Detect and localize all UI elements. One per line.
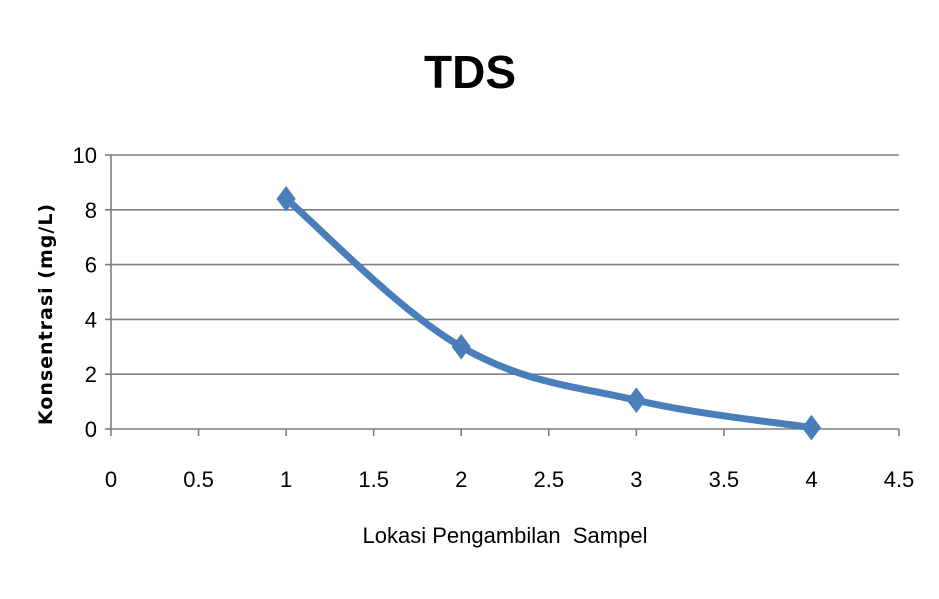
x-tick-label: 2.5 — [533, 467, 564, 492]
x-tick-label: 4 — [805, 467, 817, 492]
x-tick-label: 3 — [630, 467, 642, 492]
data-point-marker — [626, 387, 646, 414]
chart-title: TDS — [424, 46, 516, 98]
y-tick-label: 4 — [85, 307, 97, 332]
x-tick-label: 1 — [280, 467, 292, 492]
series-line — [282, 195, 815, 432]
data-point-marker — [451, 333, 471, 360]
y-tick-label: 2 — [85, 362, 97, 387]
data-point-marker — [801, 414, 822, 441]
gridlines — [111, 154, 899, 376]
x-tick-label: 0 — [105, 467, 117, 492]
x-tick-label: 0.5 — [183, 467, 214, 492]
x-tick-label: 4.5 — [884, 467, 915, 492]
y-tick-label: 6 — [85, 253, 97, 278]
y-axis-title: Konsentrasi (mg/L) — [35, 203, 57, 425]
axes — [105, 154, 900, 436]
y-tick-labels: 0 2 4 6 8 10 — [73, 143, 97, 442]
y-tick-label: 10 — [73, 143, 97, 168]
x-tick-label: 2 — [455, 467, 467, 492]
x-tick-labels: 0 0.5 1 1.5 2 2.5 3 3.5 4 4.5 — [105, 467, 914, 492]
x-tick-label: 3.5 — [709, 467, 740, 492]
y-tick-label: 8 — [85, 198, 97, 223]
x-axis-title: Lokasi Pengambilan Sampel — [363, 523, 648, 548]
x-tick-label: 1.5 — [358, 467, 389, 492]
y-tick-label: 0 — [85, 417, 97, 442]
data-series — [276, 186, 822, 441]
data-point-marker — [276, 186, 296, 212]
